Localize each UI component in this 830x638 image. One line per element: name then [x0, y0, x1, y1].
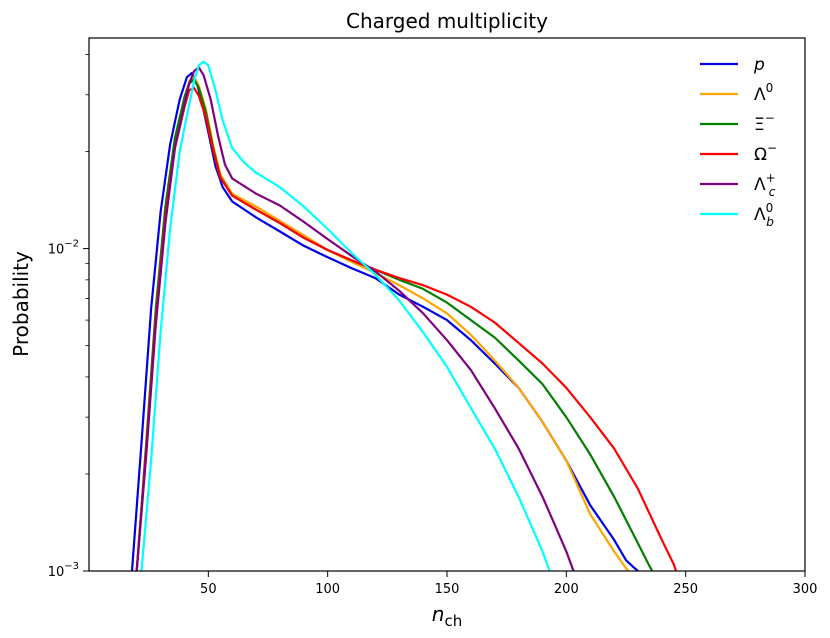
y-axis: 10−3 10−2: [48, 54, 89, 580]
chart-title: Charged multiplicity: [346, 9, 548, 33]
legend: p Λ0 Ξ− Ω− Λ+ cΛ0 b: [700, 55, 777, 229]
legend-label-lambdac: Λ+ c: [754, 171, 776, 199]
x-tick-label: 150: [435, 582, 460, 597]
x-axis-title: nch: [432, 602, 462, 630]
y-axis-title: Probability: [9, 251, 33, 357]
series-line-lambdab: [140, 60, 551, 571]
x-tick-label: 200: [554, 582, 579, 597]
x-axis: 50 100 150 200 250 300: [200, 571, 817, 597]
plot-area: [130, 60, 678, 571]
legend-label-xi: Ξ−: [754, 111, 775, 135]
legend-label-omega: Ω−: [754, 141, 777, 165]
series-line-lambdac: [135, 66, 575, 571]
x-tick-label: 250: [673, 582, 698, 597]
y-tick-label: 10−3: [48, 561, 79, 580]
legend-label-lambdab: Λ0 b: [754, 201, 774, 229]
x-tick-label: 300: [793, 582, 818, 597]
x-tick-label: 50: [200, 582, 217, 597]
x-tick-label: 100: [315, 582, 340, 597]
legend-label-p: p: [753, 55, 765, 75]
legend-label-lambda0: Λ0: [754, 81, 773, 105]
y-tick-label: 10−2: [48, 239, 79, 258]
